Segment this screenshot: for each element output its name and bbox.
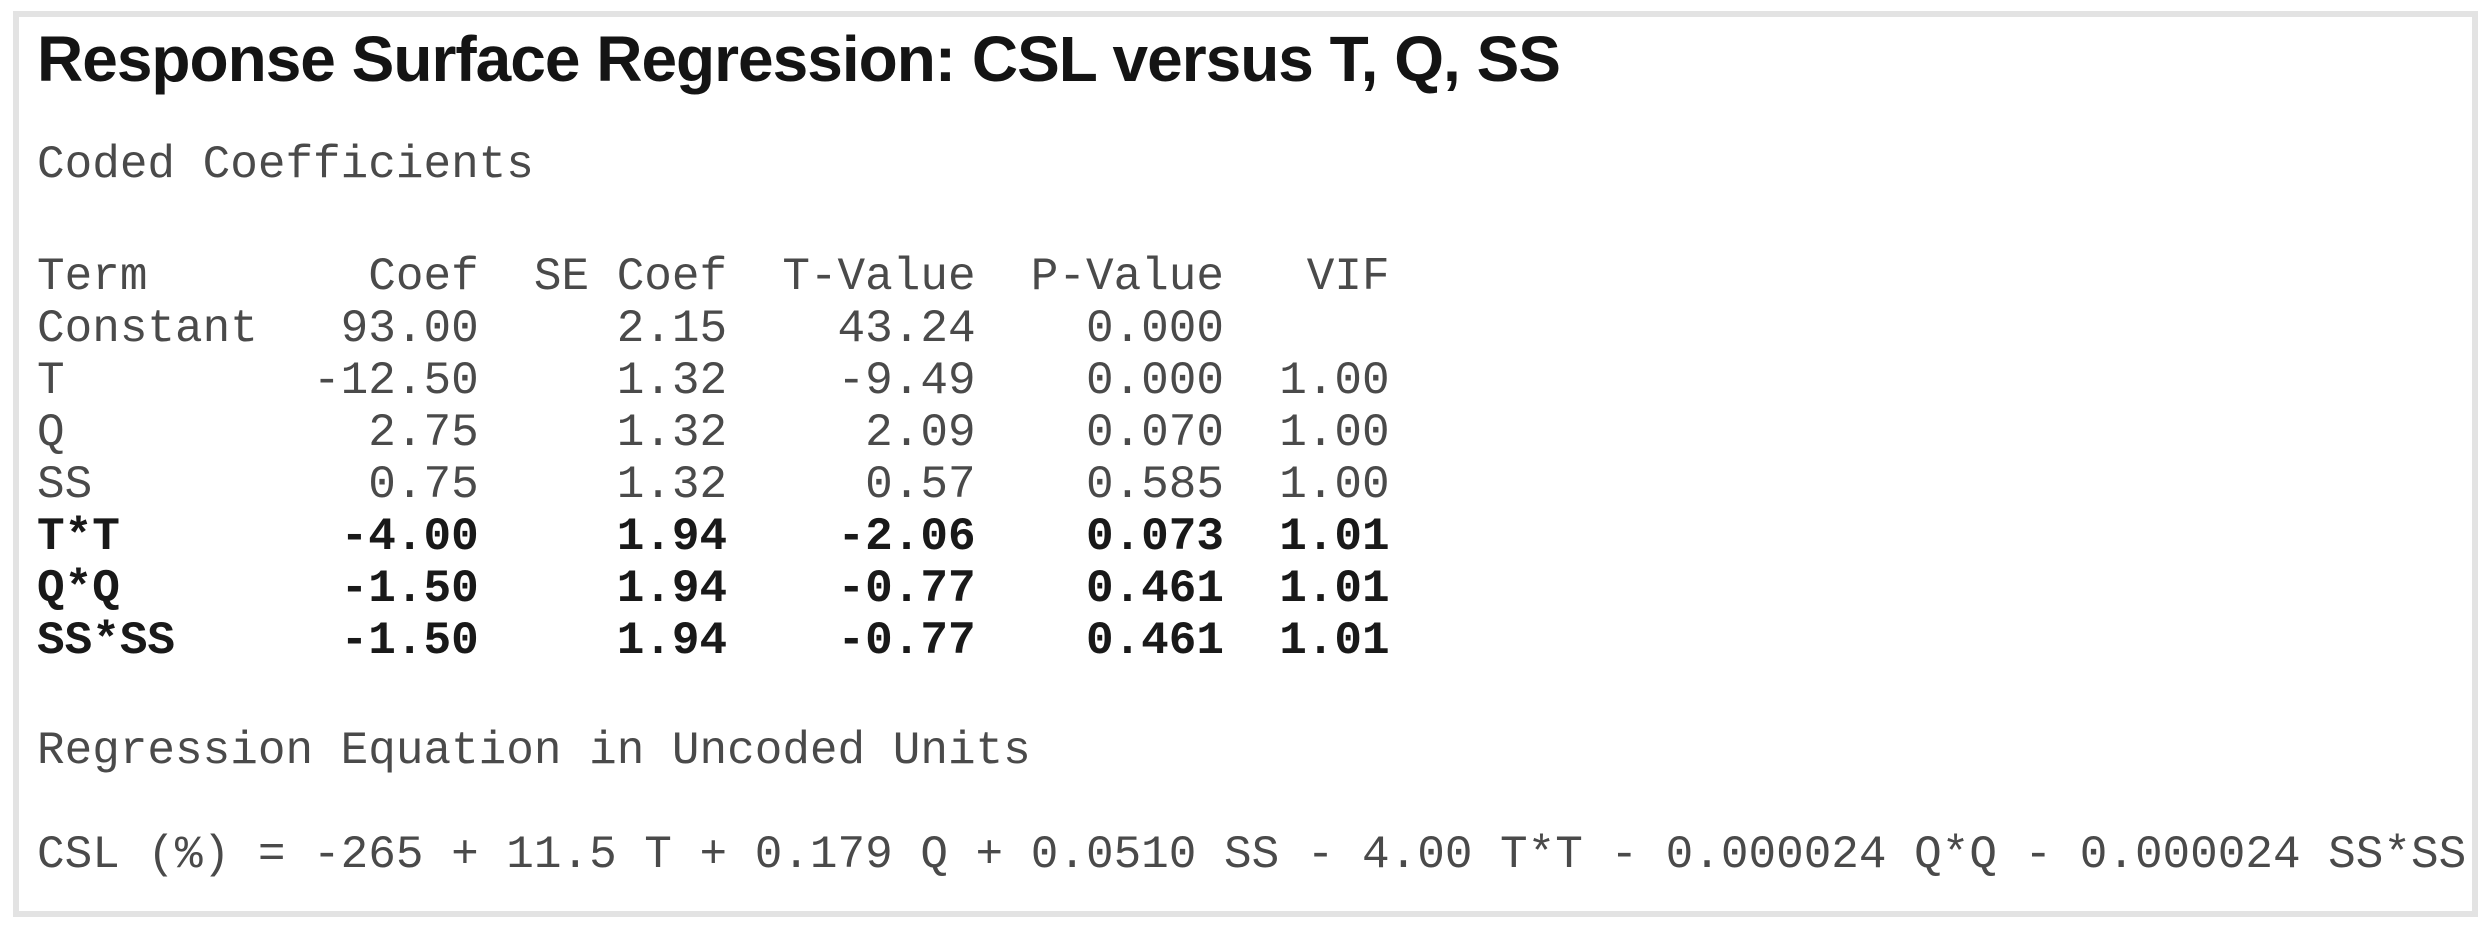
table-header-row: Term Coef SE Coef T-Value P-Value VIF [37,251,1390,303]
regression-output-panel: Response Surface Regression: CSL versus … [13,11,2478,917]
table-row-constant: Constant 93.00 2.15 43.24 0.000 [37,303,1224,355]
table-row-t: T -12.50 1.32 -9.49 0.000 1.00 [37,355,1390,407]
regression-equation-heading: Regression Equation in Uncoded Units [37,725,1031,777]
page-title: Response Surface Regression: CSL versus … [37,23,1561,95]
table-row-t-t: T*T -4.00 1.94 -2.06 0.073 1.01 [37,511,1390,563]
coded-coefficients-heading: Coded Coefficients [37,139,534,191]
coded-coefficients-table: Term Coef SE Coef T-Value P-Value VIF Co… [37,251,1390,667]
table-row-ss: SS 0.75 1.32 0.57 0.585 1.00 [37,459,1390,511]
table-row-ss-ss: SS*SS -1.50 1.94 -0.77 0.461 1.01 [37,615,1390,667]
table-row-q-q: Q*Q -1.50 1.94 -0.77 0.461 1.01 [37,563,1390,615]
table-row-q: Q 2.75 1.32 2.09 0.070 1.00 [37,407,1390,459]
regression-equation-text: CSL (%) = -265 + 11.5 T + 0.179 Q + 0.05… [37,829,2467,881]
